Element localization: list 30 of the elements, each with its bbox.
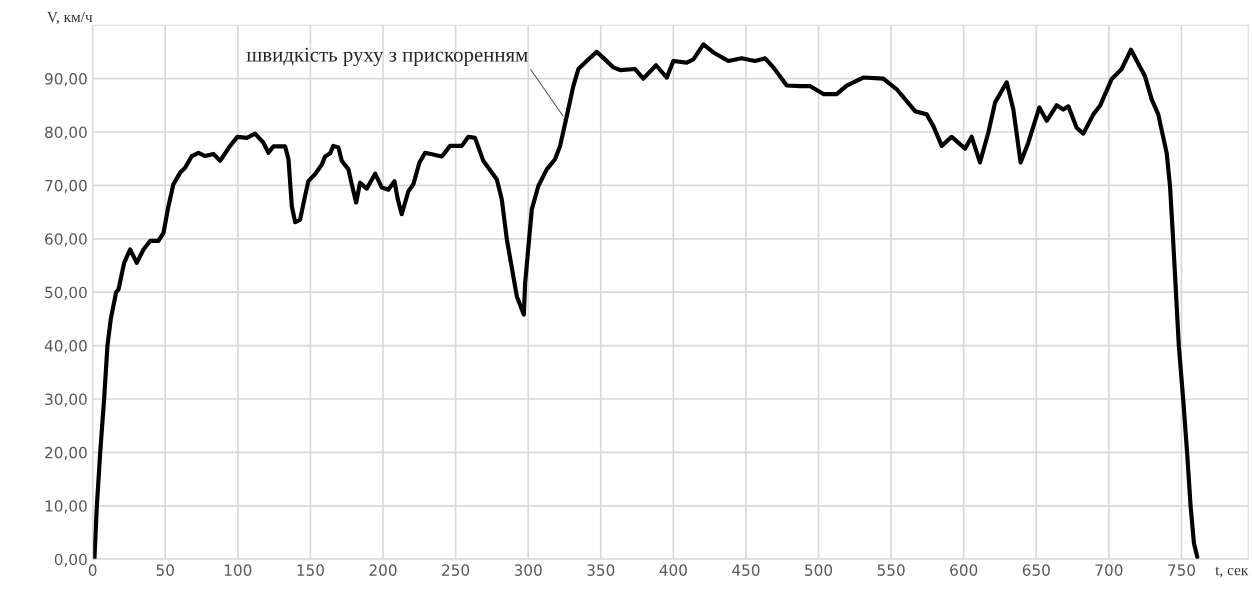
x-tick-label: 700 [1095,564,1123,576]
annotation: швидкість руху з прискоренням [246,47,528,66]
y-tick-label: 60,00 [45,233,87,247]
x-tick-label: 350 [587,564,615,576]
line-series [92,42,1200,560]
y-tick-label: 70,00 [45,179,87,193]
x-tick-label: 150 [297,564,324,576]
x-tick-label: 550 [877,564,905,576]
y-tick-label: 90,00 [45,73,87,87]
x-axis-title: t, сек [1215,566,1249,578]
x-tick-label: 600 [950,564,978,576]
x-tick-label: 500 [805,564,833,576]
x-tick-label: 0 [88,564,97,576]
x-tick-label: 300 [514,564,542,576]
x-tick-label: 100 [224,564,252,576]
y-axis-title: V, км/ч [47,11,93,25]
x-tick-label: 650 [1022,564,1050,576]
x-tick-label: 50 [156,564,174,576]
y-tick-label: 30,00 [45,393,87,407]
y-tick-label: 50,00 [45,286,87,300]
y-tick-label: 20,00 [45,446,87,460]
y-tick-label: 40,00 [44,340,87,354]
x-tick-label: 250 [442,564,470,576]
x-tick-label: 450 [732,564,760,576]
x-tick-label: 400 [659,564,687,576]
y-tick-label: 80,00 [45,126,87,140]
y-tick-label: 0,00 [54,553,87,567]
x-tick-label: 750 [1168,564,1196,576]
y-tick-label: 10,00 [45,500,87,514]
x-tick-label: 200 [369,564,397,576]
